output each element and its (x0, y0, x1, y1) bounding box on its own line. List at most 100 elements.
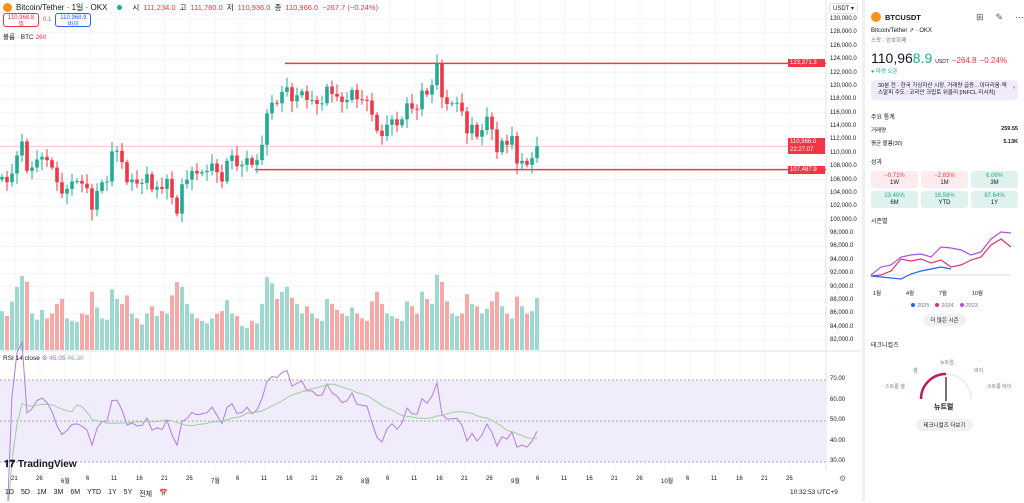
volume-bar (360, 318, 364, 350)
time-tick: 16 (436, 476, 443, 482)
performance-period: 1Y (990, 200, 999, 206)
candle-body (110, 151, 114, 182)
rsi-value: 45.05 (49, 355, 66, 362)
volume-bar (105, 319, 109, 350)
news-banner[interactable]: 30분 전 · 한국 가상자산 시장, 거래량 급증…이더리움·엑스알피 주도 … (871, 80, 1018, 100)
time-tick: 21 (11, 476, 18, 482)
price-tick: 130,000.0 (830, 16, 857, 22)
range-button-1M[interactable]: 1M (36, 489, 47, 496)
performance-card-1Y[interactable]: 87.64% 1Y (971, 191, 1018, 208)
volume-bar (425, 299, 429, 350)
candle-body (105, 181, 109, 183)
edit-icon[interactable]: ✎ (995, 12, 1004, 22)
date-range-icon[interactable]: 📅 (159, 490, 168, 497)
more-icon[interactable]: ⋯ (1015, 12, 1024, 22)
performance-period: 6M (890, 200, 899, 206)
time-tick: 11 (411, 476, 418, 482)
volume-bar (265, 277, 269, 350)
time-tick: 26 (486, 476, 493, 482)
change-value: −267.7 (−0.24%) (322, 3, 379, 12)
asset-type: 스팟 · 암호화폐 (871, 38, 907, 44)
candle-body (290, 87, 294, 102)
performance-card-YTD[interactable]: 18.58% YTD (921, 191, 968, 208)
time-tick: 16 (736, 476, 743, 482)
technicals-gauge: 스트롱 셀 셀 뉴트럴 바이 스트롱 바이 뉴트럴 (871, 349, 1018, 411)
high-label: 고 (179, 3, 187, 12)
price-tick: 120,000.0 (830, 82, 857, 89)
low-label: 저 (226, 3, 234, 12)
volume-bar (205, 323, 209, 350)
candle-body (475, 124, 479, 137)
volume-bar (520, 306, 524, 350)
sell-button[interactable]: 110,968.8 셀 (3, 13, 39, 28)
volume-bar (385, 313, 389, 350)
candle-body (275, 102, 279, 104)
range-button-전체[interactable]: 전체 (139, 491, 153, 498)
performance-card-1W[interactable]: −0.71% 1W (871, 171, 918, 188)
price-tick: 110,000.0 (830, 149, 857, 156)
tradingview-logo[interactable]: 𝟏𝟕 TradingView (4, 459, 77, 470)
time-tick: 21 (611, 476, 618, 482)
currency-select[interactable]: USDT ▾ (829, 3, 858, 14)
chart-canvas[interactable] (0, 0, 860, 503)
exchange[interactable]: OKX (919, 28, 933, 34)
price-tick: 106,000.0 (830, 176, 857, 183)
volume-bar (450, 313, 454, 350)
settings-icon[interactable]: ⚙ (839, 474, 847, 483)
buy-button[interactable]: 110,968.9 바이 (55, 13, 92, 28)
performance-card-3M[interactable]: 6.06% 3M (971, 171, 1018, 188)
volume-bar (525, 313, 529, 350)
time-tick: 9월 (511, 479, 520, 485)
seasonals-chart[interactable] (870, 227, 1021, 287)
performance-value: 23.40% (884, 193, 905, 199)
volume-bar (195, 318, 199, 350)
season-legend-item: 2023 (959, 303, 978, 309)
symbol-fullname[interactable]: Bitcoin/Tether (871, 28, 908, 34)
volume-bar (355, 313, 359, 350)
btc-logo-icon (871, 12, 881, 22)
performance-card-6M[interactable]: 23.40% 6M (871, 191, 918, 208)
performance-period: YTD (938, 200, 951, 206)
volume-bar (90, 291, 94, 350)
rsi-tick: 70.00 (830, 376, 846, 382)
candle-body (530, 158, 534, 165)
range-button-6M[interactable]: 6M (70, 489, 81, 496)
range-button-3M[interactable]: 3M (53, 489, 64, 496)
range-button-5Y[interactable]: 5Y (123, 489, 133, 496)
volume-bar (165, 313, 169, 350)
volume-bar (255, 323, 259, 350)
price-currency: USDT (935, 59, 949, 65)
market-open-icon (117, 5, 123, 10)
performance-card-1M[interactable]: −2.83% 1M (921, 171, 968, 188)
price-chart[interactable]: Bitcoin/Tether · 1일 · OKX 시 111,234.0 고 11… (0, 0, 860, 503)
candle-body (85, 183, 89, 189)
volume-bar (420, 291, 424, 350)
stat-label: 거래량 (871, 128, 887, 134)
range-toolbar: 1D 5D 1M 3M 6M YTD 1Y 5Y 전체 📅 (5, 489, 168, 499)
range-button-5D[interactable]: 5D (20, 489, 30, 496)
range-button-YTD[interactable]: YTD (87, 489, 102, 496)
grid-icon[interactable]: ⊞ (976, 12, 984, 22)
volume-label: 볼륨 · BTC (3, 34, 34, 41)
symbol-header: Bitcoin/Tether · 1일 · OKX 시 111,234.0 고 11… (3, 2, 378, 13)
symbol-title[interactable]: Bitcoin/Tether · 1일 · OKX (16, 3, 108, 12)
volume-bar (390, 316, 394, 350)
candle-body (300, 91, 304, 96)
volume-bar (235, 316, 239, 350)
clock[interactable]: 10:32:53 UTC+9 (790, 489, 838, 496)
time-tick: 26 (36, 476, 43, 482)
more-seasons-button[interactable]: 더 많은 시즌 (923, 314, 966, 326)
stat-label: 평균 볼륨(30) (871, 141, 903, 147)
performance-period: 3M (990, 180, 999, 186)
volume-bar (95, 307, 99, 350)
volume-bar (335, 309, 339, 350)
range-button-1D[interactable]: 1D (5, 489, 14, 496)
candle-body (500, 140, 504, 153)
more-technicals-button[interactable]: 테크니컬즈 더보기 (916, 419, 973, 431)
candle-body (355, 89, 359, 100)
candle-body (280, 91, 284, 104)
price-tick: 96,000.0 (830, 243, 854, 250)
price-main: 110,96 (871, 50, 913, 66)
range-button-1Y[interactable]: 1Y (108, 489, 117, 496)
price-tick: 82,000.0 (830, 337, 854, 344)
